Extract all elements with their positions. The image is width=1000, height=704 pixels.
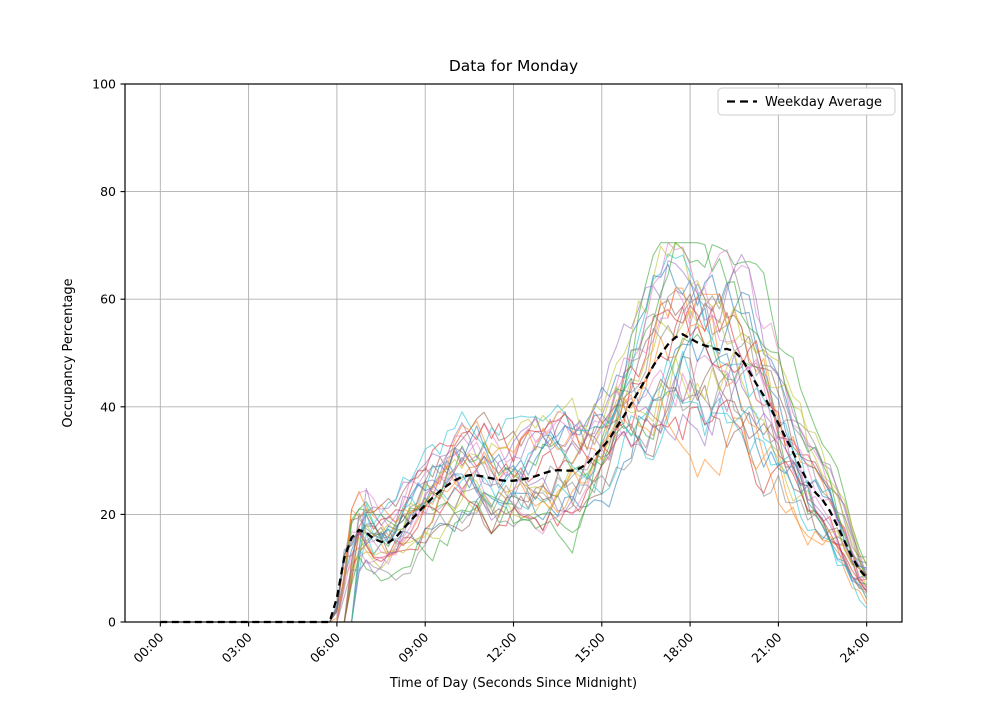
- y-tick-label: 20: [100, 507, 116, 522]
- legend: Weekday Average: [717, 87, 896, 116]
- x-tick-label: 12:00: [484, 629, 520, 665]
- x-tick-label: 21:00: [748, 629, 784, 665]
- x-tick-label: 09:00: [395, 629, 431, 665]
- grid-layer: [125, 83, 902, 623]
- x-tick-label: 03:00: [219, 629, 255, 665]
- individual-traces-layer: [160, 242, 868, 623]
- x-axis-label: Time of Day (Seconds Since Midnight): [389, 676, 637, 691]
- x-tick-label: 06:00: [307, 629, 343, 665]
- y-tick-label: 100: [92, 77, 116, 92]
- y-tick-label: 60: [100, 292, 116, 307]
- x-tick-label: 15:00: [572, 629, 608, 665]
- x-tick-label: 00:00: [130, 629, 166, 665]
- x-tick-label: 18:00: [660, 629, 696, 665]
- legend-box: [717, 87, 896, 116]
- legend-label: Weekday Average: [765, 95, 882, 110]
- y-tick-label: 80: [100, 184, 116, 199]
- y-tick-label: 0: [108, 615, 116, 630]
- chart-title: Data for Monday: [449, 57, 578, 75]
- y-axis-label: Occupancy Percentage: [61, 278, 76, 427]
- y-tick-label: 40: [100, 399, 116, 414]
- x-tick-label: 24:00: [837, 629, 873, 665]
